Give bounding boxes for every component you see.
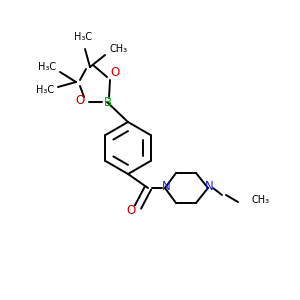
Text: O: O [75,94,85,107]
Text: H₃C: H₃C [74,32,92,42]
Text: CH₃: CH₃ [252,195,270,205]
Text: CH₃: CH₃ [110,44,128,54]
Text: H₃C: H₃C [38,62,56,72]
Text: O: O [126,203,136,217]
Text: B: B [104,95,112,109]
Text: N: N [162,181,170,194]
Text: H₃C: H₃C [36,85,54,95]
Text: O: O [110,67,120,80]
Text: N: N [205,181,213,194]
